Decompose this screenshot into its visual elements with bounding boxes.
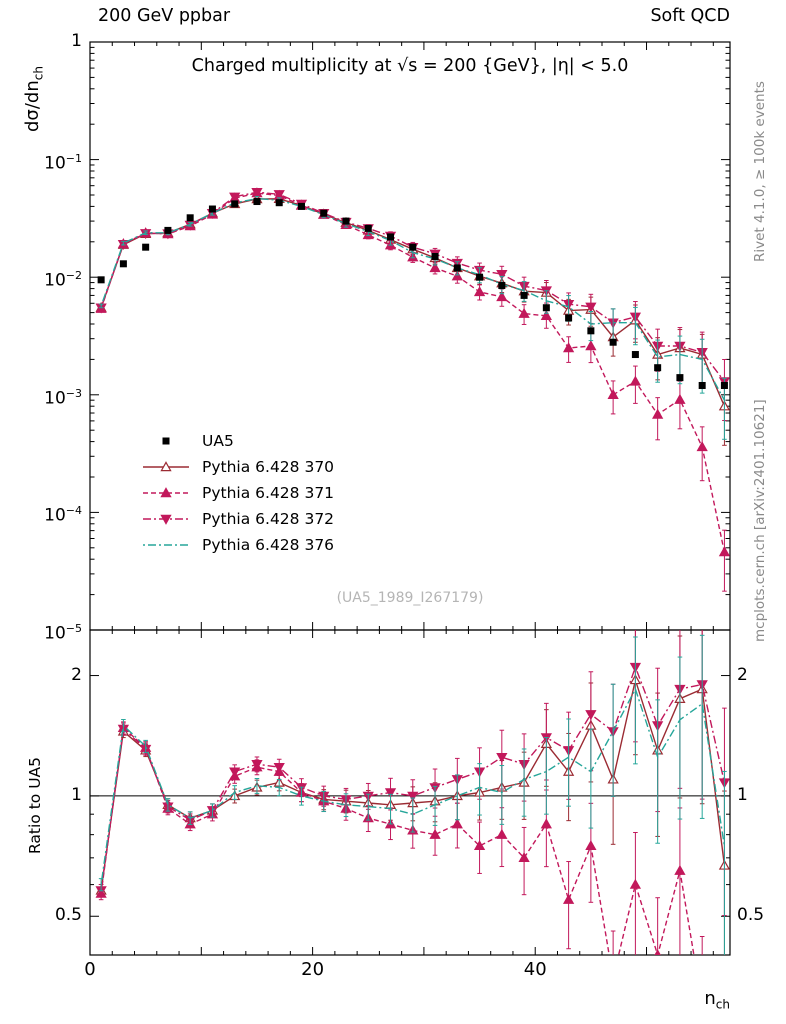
legend-sample-icon — [143, 544, 189, 546]
rivet-version-note: Rivet 4.1.0, ≥ 100k events — [752, 81, 768, 262]
x-axis-label: nch — [640, 988, 730, 1012]
x-axis-label-text: n — [704, 988, 716, 1009]
legend-label: Pythia 6.428 371 — [202, 484, 335, 502]
x-tick-label: 20 — [301, 959, 325, 980]
legend: UA5 Pythia 6.428 370 Pythia 6.428 371 Pythi… — [142, 428, 334, 558]
main-y-tick-label: 10−5 — [44, 622, 82, 644]
legend-sample-icon — [162, 437, 170, 445]
ratio-y-tick-label-right: 0.5 — [737, 905, 765, 926]
main-y-axis-label: dσ/dnch — [22, 66, 46, 132]
x-tick-label: 40 — [523, 959, 547, 980]
legend-item-2: Pythia 6.428 371 — [142, 480, 334, 506]
main-y-tick-label: 1 — [71, 31, 82, 51]
legend-item-1: Pythia 6.428 370 — [142, 454, 334, 480]
ratio-panel-series — [95, 630, 730, 955]
legend-label: Pythia 6.428 372 — [202, 510, 335, 528]
analysis-id-watermark: (UA5_1989_I267179) — [336, 590, 484, 606]
legend-label: Pythia 6.428 370 — [202, 458, 335, 476]
main-y-tick-label: 10−2 — [44, 269, 82, 291]
main-panel-series — [95, 187, 730, 592]
legend-item-0: UA5 — [142, 428, 334, 454]
ratio-y-tick-label-left: 0.5 — [54, 905, 82, 926]
beam-label: 200 GeV ppbar — [98, 6, 231, 26]
legend-sample-icon — [143, 514, 189, 525]
x-axis-label-sub: ch — [715, 997, 730, 1012]
main-y-axis-label-text: dσ/dn — [22, 80, 43, 132]
ratio-y-tick-label-left: 2 — [71, 664, 82, 685]
ratio-y-tick-label-right: 2 — [737, 664, 748, 685]
main-y-tick-label: 10−1 — [44, 151, 82, 174]
main-y-tick-label: 10−3 — [44, 386, 82, 409]
ratio-y-tick-label-right: 1 — [737, 784, 748, 805]
legend-item-4: Pythia 6.428 376 — [142, 532, 334, 558]
ratio-y-tick-label-left: 1 — [71, 784, 82, 805]
legend-sample-icon — [143, 461, 189, 472]
legend-label: Pythia 6.428 376 — [202, 536, 335, 554]
plot-title: Charged multiplicity at √s = 200 {GeV}, … — [191, 56, 629, 76]
x-tick-label: 0 — [84, 959, 96, 980]
process-group-label: Soft QCD — [650, 6, 730, 26]
main-y-tick-label: 10−4 — [44, 504, 82, 527]
legend-sample-icon — [143, 487, 189, 498]
main-y-axis-label-sub: ch — [31, 66, 46, 81]
mcplots-arxiv-note: mcplots.cern.ch [arXiv:2401.10621] — [752, 399, 768, 642]
legend-label: UA5 — [202, 432, 234, 450]
legend-item-3: Pythia 6.428 372 — [142, 506, 334, 532]
